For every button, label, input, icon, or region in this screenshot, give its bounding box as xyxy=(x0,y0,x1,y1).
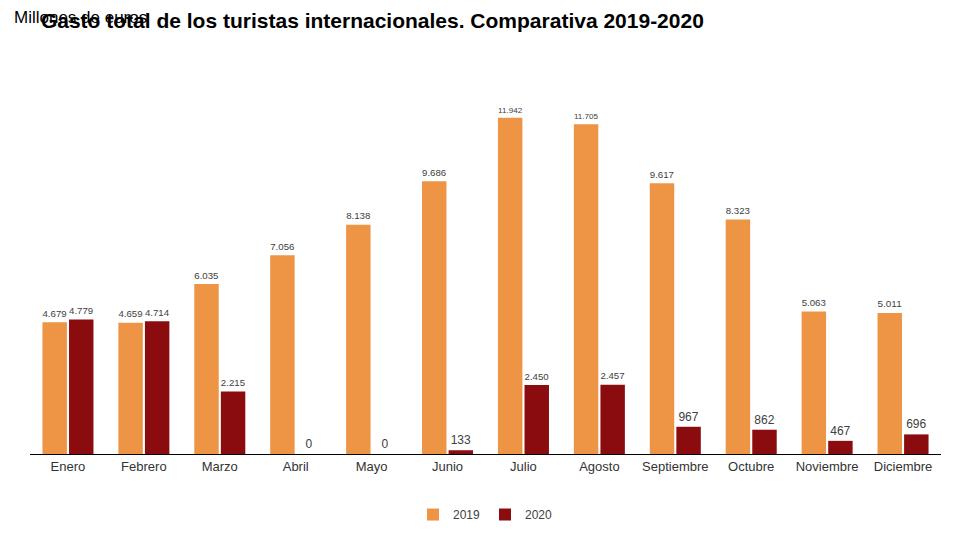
svg-text:7.056: 7.056 xyxy=(270,241,294,252)
svg-text:6.035: 6.035 xyxy=(194,270,218,281)
svg-text:5.063: 5.063 xyxy=(802,297,826,308)
svg-text:Enero: Enero xyxy=(51,459,86,474)
svg-text:4.714: 4.714 xyxy=(145,307,170,318)
svg-text:862: 862 xyxy=(754,413,774,427)
svg-text:9.617: 9.617 xyxy=(650,169,674,180)
svg-text:11.705: 11.705 xyxy=(574,112,599,121)
svg-text:8.323: 8.323 xyxy=(726,205,750,216)
svg-text:Agosto: Agosto xyxy=(579,459,619,474)
svg-text:Febrero: Febrero xyxy=(121,459,167,474)
svg-text:967: 967 xyxy=(678,410,698,424)
svg-text:5.011: 5.011 xyxy=(878,298,903,309)
svg-text:2.215: 2.215 xyxy=(221,377,245,388)
svg-text:2.450: 2.450 xyxy=(525,371,549,382)
svg-text:Octubre: Octubre xyxy=(728,459,774,474)
svg-text:2019: 2019 xyxy=(453,508,480,522)
svg-text:133: 133 xyxy=(451,433,471,447)
svg-text:0: 0 xyxy=(381,437,388,451)
svg-text:Millones de euros: Millones de euros xyxy=(14,8,147,27)
svg-text:Junio: Junio xyxy=(432,459,463,474)
svg-text:4.779: 4.779 xyxy=(69,305,93,316)
svg-text:467: 467 xyxy=(830,424,850,438)
svg-text:2.457: 2.457 xyxy=(600,370,624,381)
svg-text:Diciembre: Diciembre xyxy=(874,459,933,474)
svg-text:11.942: 11.942 xyxy=(498,106,523,115)
svg-text:8.138: 8.138 xyxy=(346,210,370,221)
svg-text:Marzo: Marzo xyxy=(202,459,238,474)
svg-text:Mayo: Mayo xyxy=(356,459,388,474)
svg-text:0: 0 xyxy=(305,437,312,451)
svg-text:696: 696 xyxy=(906,417,926,431)
svg-text:4.679: 4.679 xyxy=(42,308,66,319)
svg-text:Septiembre: Septiembre xyxy=(642,459,708,474)
svg-text:4.659: 4.659 xyxy=(118,308,142,319)
svg-text:Gasto total de los turistas in: Gasto total de los turistas internaciona… xyxy=(41,9,704,32)
svg-text:Julio: Julio xyxy=(510,459,537,474)
svg-text:Abril: Abril xyxy=(283,459,309,474)
svg-text:Noviembre: Noviembre xyxy=(796,459,859,474)
svg-text:9.686: 9.686 xyxy=(422,167,446,178)
svg-text:2020: 2020 xyxy=(525,508,552,522)
